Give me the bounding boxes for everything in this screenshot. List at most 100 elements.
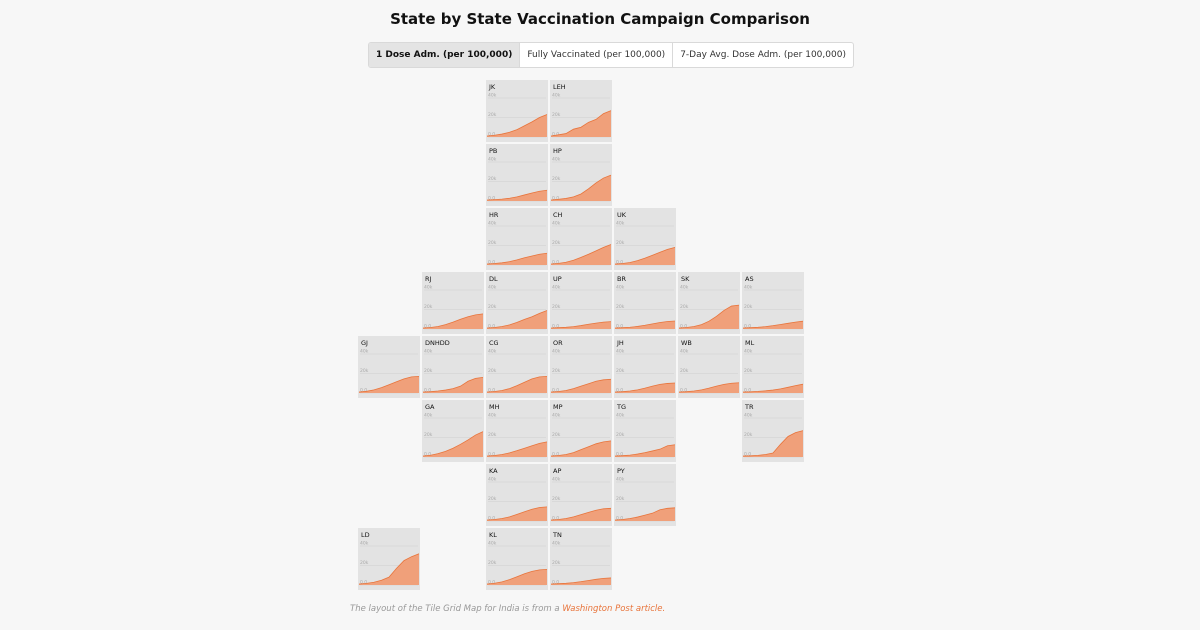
vaccination-line <box>486 568 548 585</box>
state-tile-up[interactable]: 40k 20k 0.0 UP <box>550 272 612 334</box>
state-tile-tr[interactable]: 40k 20k 0.0 TR <box>742 400 804 462</box>
state-tile-dnhdd[interactable]: 40k 20k 0.0 DNHDD <box>422 336 484 398</box>
y-tick-label: 20k <box>424 368 433 374</box>
y-tick-label: 0.0 <box>552 132 559 138</box>
state-tile-mp[interactable]: 40k 20k 0.0 MP <box>550 400 612 462</box>
vaccination-line <box>614 382 676 393</box>
vaccination-area <box>487 376 547 393</box>
state-tile-jk[interactable]: 40k 20k 0.0 JK <box>486 80 548 142</box>
state-code: AP <box>553 467 562 475</box>
y-tick-label: 0.0 <box>488 196 495 202</box>
state-code: UP <box>553 275 562 283</box>
vaccination-line <box>742 320 804 329</box>
state-tile-tn[interactable]: 40k 20k 0.0 TN <box>550 528 612 590</box>
vaccination-area <box>487 569 547 585</box>
y-tick-label: 40k <box>552 221 561 227</box>
vaccination-line <box>486 114 548 137</box>
y-tick-label: 20k <box>552 240 561 246</box>
vaccination-area <box>615 444 675 457</box>
vaccination-line <box>422 431 484 457</box>
state-tile-hr[interactable]: 40k 20k 0.0 HR <box>486 208 548 270</box>
y-tick-label: 40k <box>552 541 561 547</box>
y-tick-label: 0.0 <box>616 388 623 394</box>
state-tile-py[interactable]: 40k 20k 0.0 PY <box>614 464 676 526</box>
vaccination-line <box>614 320 676 329</box>
state-code: MH <box>489 403 500 411</box>
state-code: JH <box>617 339 624 347</box>
state-tile-rj[interactable]: 40k 20k 0.0 RJ <box>422 272 484 334</box>
y-tick-label: 20k <box>488 496 497 502</box>
y-tick-label: 0.0 <box>616 324 623 330</box>
state-code: HP <box>553 147 562 155</box>
vaccination-area <box>487 310 547 329</box>
vaccination-line <box>486 252 548 265</box>
y-tick-label: 20k <box>488 112 497 118</box>
state-tile-ap[interactable]: 40k 20k 0.0 AP <box>550 464 612 526</box>
state-sparkline: 40k 20k 0.0 <box>550 93 612 138</box>
y-tick-label: 20k <box>552 432 561 438</box>
state-tile-dl[interactable]: 40k 20k 0.0 DL <box>486 272 548 334</box>
state-tile-br[interactable]: 40k 20k 0.0 BR <box>614 272 676 334</box>
state-sparkline: 40k 20k 0.0 <box>486 221 548 266</box>
y-tick-label: 20k <box>552 112 561 118</box>
state-tile-or[interactable]: 40k 20k 0.0 OR <box>550 336 612 398</box>
state-tile-uk[interactable]: 40k 20k 0.0 UK <box>614 208 676 270</box>
state-sparkline: 40k 20k 0.0 <box>614 477 676 522</box>
state-code: LEH <box>553 83 566 91</box>
y-tick-label: 40k <box>552 349 561 355</box>
footer-link[interactable]: Washington Post article. <box>562 604 666 614</box>
vaccination-line <box>614 507 676 521</box>
tab-fully-vaccinated[interactable]: Fully Vaccinated (per 100,000) <box>520 43 674 67</box>
state-tile-hp[interactable]: 40k 20k 0.0 HP <box>550 144 612 206</box>
vaccination-area <box>615 507 675 521</box>
vaccination-line <box>486 189 548 201</box>
y-tick-label: 20k <box>552 496 561 502</box>
y-tick-label: 40k <box>488 93 497 99</box>
y-tick-label: 40k <box>680 285 689 291</box>
y-tick-label: 40k <box>616 413 625 419</box>
vaccination-area <box>615 247 675 265</box>
state-tile-sk[interactable]: 40k 20k 0.0 SK <box>678 272 740 334</box>
y-tick-label: 20k <box>552 176 561 182</box>
y-tick-label: 40k <box>744 349 753 355</box>
vaccination-line <box>550 174 612 201</box>
state-tile-ga[interactable]: 40k 20k 0.0 GA <box>422 400 484 462</box>
state-sparkline: 40k 20k 0.0 <box>550 221 612 266</box>
state-sparkline: 40k 20k 0.0 <box>550 349 612 394</box>
tab-first-dose[interactable]: 1 Dose Adm. (per 100,000) <box>369 43 521 67</box>
state-tile-cg[interactable]: 40k 20k 0.0 CG <box>486 336 548 398</box>
vaccination-line <box>614 247 676 265</box>
y-tick-label: 40k <box>744 413 753 419</box>
state-sparkline: 40k 20k 0.0 <box>550 157 612 202</box>
state-sparkline: 40k 20k 0.0 <box>486 477 548 522</box>
y-tick-label: 40k <box>360 541 369 547</box>
state-tile-leh[interactable]: 40k 20k 0.0 LEH <box>550 80 612 142</box>
state-tile-gj[interactable]: 40k 20k 0.0 GJ <box>358 336 420 398</box>
state-tile-as[interactable]: 40k 20k 0.0 AS <box>742 272 804 334</box>
state-code: KL <box>489 531 497 539</box>
state-tile-ml[interactable]: 40k 20k 0.0 ML <box>742 336 804 398</box>
y-tick-label: 40k <box>424 413 433 419</box>
y-tick-label: 40k <box>680 349 689 355</box>
y-tick-label: 0.0 <box>552 452 559 458</box>
state-tile-ch[interactable]: 40k 20k 0.0 CH <box>550 208 612 270</box>
state-tile-pb[interactable]: 40k 20k 0.0 PB <box>486 144 548 206</box>
state-tile-ka[interactable]: 40k 20k 0.0 KA <box>486 464 548 526</box>
state-tile-kl[interactable]: 40k 20k 0.0 KL <box>486 528 548 590</box>
state-code: TR <box>745 403 754 411</box>
state-tile-tg[interactable]: 40k 20k 0.0 TG <box>614 400 676 462</box>
y-tick-label: 20k <box>360 368 369 374</box>
y-tick-label: 0.0 <box>552 324 559 330</box>
vaccination-area <box>423 313 483 329</box>
state-tile-wb[interactable]: 40k 20k 0.0 WB <box>678 336 740 398</box>
state-tile-mh[interactable]: 40k 20k 0.0 MH <box>486 400 548 462</box>
vaccination-area <box>679 382 739 393</box>
y-tick-label: 40k <box>616 285 625 291</box>
vaccination-line <box>550 440 612 457</box>
state-tile-jh[interactable]: 40k 20k 0.0 JH <box>614 336 676 398</box>
tab-seven-day-avg[interactable]: 7-Day Avg. Dose Adm. (per 100,000) <box>680 50 846 60</box>
state-tile-ld[interactable]: 40k 20k 0.0 LD <box>358 528 420 590</box>
y-tick-label: 20k <box>552 368 561 374</box>
y-tick-label: 0.0 <box>552 516 559 522</box>
state-code: LD <box>361 531 370 539</box>
